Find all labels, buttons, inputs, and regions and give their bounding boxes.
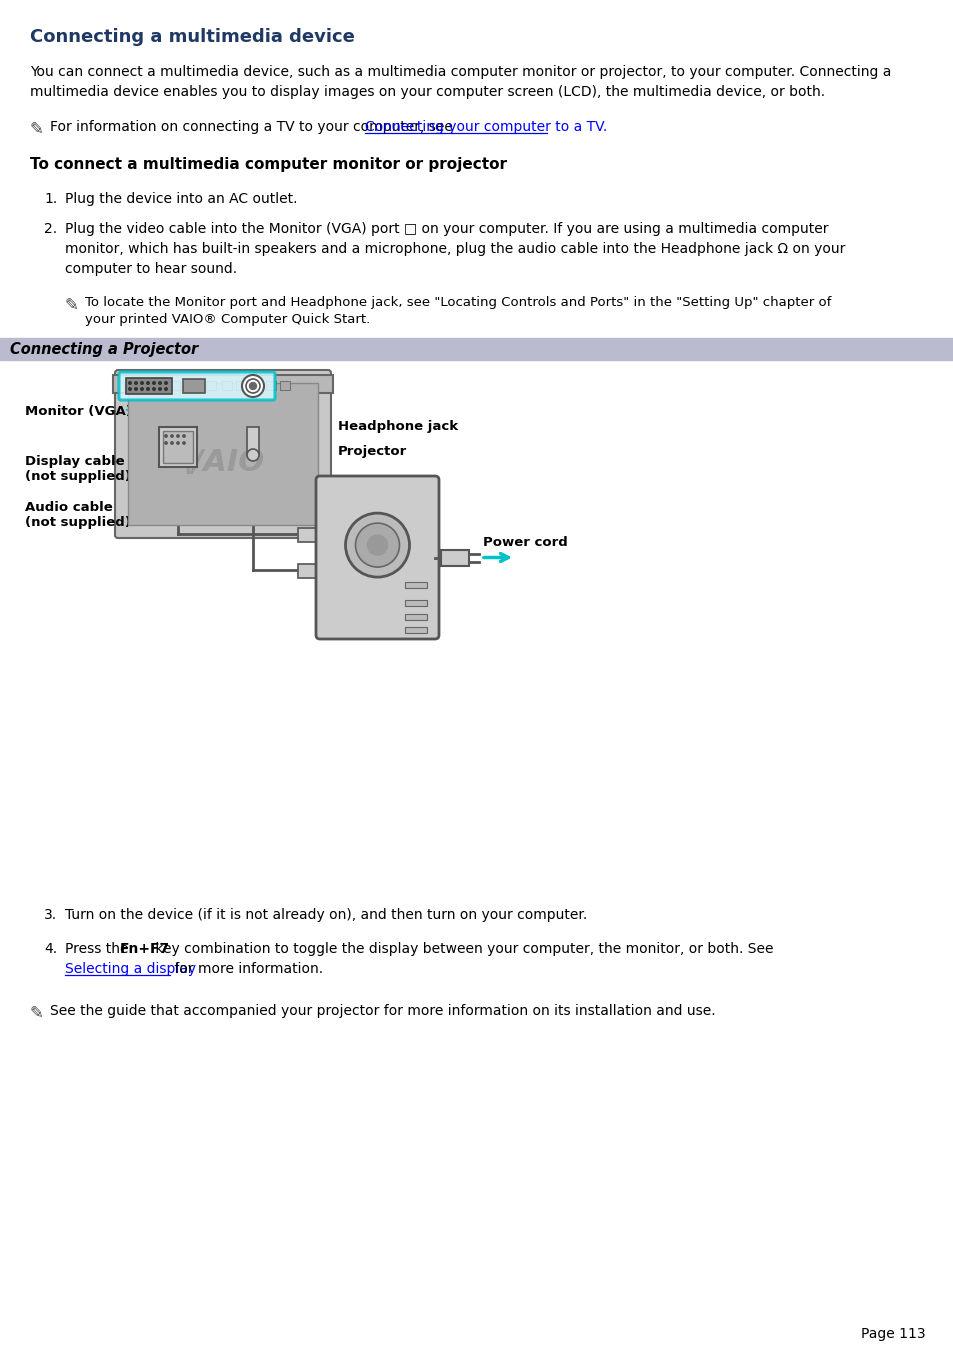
Text: Projector: Projector [337, 444, 407, 458]
Bar [144, 381, 153, 390]
Bar [297, 528, 315, 542]
Circle shape [147, 388, 149, 390]
Bar [405, 613, 427, 620]
Bar [222, 381, 232, 390]
Text: Turn on the device (if it is not already on), and then turn on your computer.: Turn on the device (if it is not already… [65, 908, 587, 921]
Circle shape [134, 382, 137, 384]
Bar [0, 338, 953, 359]
Circle shape [247, 449, 258, 461]
Bar [128, 382, 317, 526]
Text: Page 113: Page 113 [861, 1327, 925, 1342]
Circle shape [147, 382, 149, 384]
Text: monitor, which has built-in speakers and a microphone, plug the audio cable into: monitor, which has built-in speakers and… [65, 242, 844, 255]
Text: Plug the device into an AC outlet.: Plug the device into an AC outlet. [65, 192, 297, 205]
Text: 1.: 1. [44, 192, 57, 205]
Circle shape [176, 442, 179, 444]
Bar [405, 600, 427, 607]
Text: Power cord: Power cord [482, 535, 567, 549]
Text: ✎: ✎ [65, 296, 79, 313]
Bar [297, 563, 315, 578]
Text: Connecting a Projector: Connecting a Projector [10, 342, 198, 357]
Bar [235, 381, 246, 390]
Circle shape [165, 442, 167, 444]
Circle shape [152, 388, 155, 390]
Text: Selecting a display: Selecting a display [65, 962, 196, 975]
Text: Fn+F7: Fn+F7 [120, 942, 171, 957]
Text: For information on connecting a TV to your computer, see: For information on connecting a TV to yo… [50, 120, 456, 134]
Circle shape [250, 382, 256, 389]
Circle shape [367, 535, 387, 555]
Bar [266, 381, 275, 390]
Circle shape [165, 388, 167, 390]
Circle shape [242, 376, 264, 397]
Text: Connecting a multimedia device: Connecting a multimedia device [30, 28, 355, 46]
FancyBboxPatch shape [115, 370, 331, 538]
Bar [112, 376, 333, 393]
Circle shape [171, 442, 173, 444]
Text: Audio cable
(not supplied): Audio cable (not supplied) [25, 501, 131, 530]
Text: Press the: Press the [65, 942, 132, 957]
Text: for more information.: for more information. [170, 962, 323, 975]
Bar [247, 427, 258, 455]
Circle shape [165, 435, 167, 438]
Text: Headphone jack: Headphone jack [337, 420, 457, 434]
Text: 2.: 2. [44, 222, 57, 236]
Text: To locate the Monitor port and Headphone jack, see "Locating Controls and Ports": To locate the Monitor port and Headphone… [85, 296, 830, 309]
Circle shape [129, 388, 132, 390]
Bar [440, 550, 469, 566]
Text: ✎: ✎ [30, 120, 44, 138]
Circle shape [176, 435, 179, 438]
Circle shape [129, 382, 132, 384]
Circle shape [171, 435, 173, 438]
FancyBboxPatch shape [315, 476, 438, 639]
Text: ✎: ✎ [30, 1004, 44, 1021]
Text: multimedia device enables you to display images on your computer screen (LCD), t: multimedia device enables you to display… [30, 85, 824, 99]
Circle shape [165, 382, 167, 384]
Circle shape [134, 388, 137, 390]
Bar [126, 378, 172, 394]
Bar [124, 381, 133, 390]
Circle shape [158, 382, 161, 384]
Bar [190, 381, 200, 390]
Circle shape [140, 388, 143, 390]
Text: your printed VAIO® Computer Quick Start.: your printed VAIO® Computer Quick Start. [85, 313, 370, 326]
Circle shape [158, 388, 161, 390]
Text: key combination to toggle the display between your computer, the monitor, or bot: key combination to toggle the display be… [151, 942, 772, 957]
Text: Display cable
(not supplied): Display cable (not supplied) [25, 455, 131, 484]
Bar [163, 431, 193, 463]
Circle shape [140, 382, 143, 384]
Circle shape [345, 513, 409, 577]
Bar [405, 627, 427, 634]
Circle shape [183, 435, 185, 438]
Bar [170, 381, 180, 390]
Text: To connect a multimedia computer monitor or projector: To connect a multimedia computer monitor… [30, 157, 506, 172]
Bar [280, 381, 290, 390]
Circle shape [152, 382, 155, 384]
Bar [183, 380, 205, 393]
Text: 4.: 4. [44, 942, 57, 957]
Circle shape [183, 442, 185, 444]
Circle shape [246, 380, 260, 393]
FancyBboxPatch shape [119, 372, 274, 400]
Text: See the guide that accompanied your projector for more information on its instal: See the guide that accompanied your proj… [50, 1004, 715, 1019]
Circle shape [355, 523, 399, 567]
Text: computer to hear sound.: computer to hear sound. [65, 262, 237, 276]
Text: \/AIO: \/AIO [181, 447, 264, 477]
Text: You can connect a multimedia device, such as a multimedia computer monitor or pr: You can connect a multimedia device, suc… [30, 65, 890, 78]
Text: 3.: 3. [44, 908, 57, 921]
Text: Plug the video cable into the Monitor (VGA) port □ on your computer. If you are : Plug the video cable into the Monitor (V… [65, 222, 827, 236]
Bar [206, 381, 215, 390]
Bar [250, 381, 260, 390]
Bar [405, 582, 427, 588]
Bar [159, 427, 196, 467]
Text: Connecting your computer to a TV.: Connecting your computer to a TV. [364, 120, 606, 134]
Text: Monitor (VGA) port: Monitor (VGA) port [25, 405, 168, 417]
